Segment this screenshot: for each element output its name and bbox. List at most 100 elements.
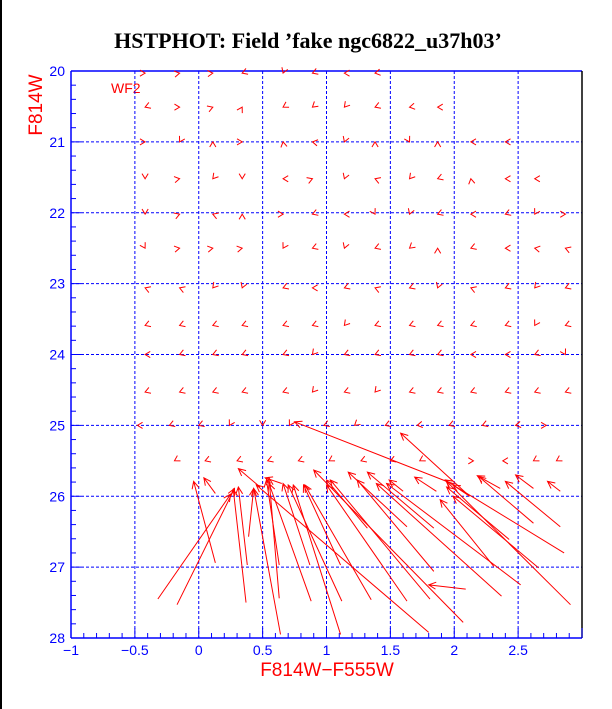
axes: −1 −0.5 0 0.5 1 1.5 2 2.5 20 21 22 23 24 25 26 27 28 — [49, 63, 583, 658]
vector-marker — [559, 210, 567, 218]
vector-marker — [144, 320, 152, 328]
vector-marker — [504, 175, 511, 183]
vector-marker — [236, 245, 244, 253]
vector-marker — [408, 282, 416, 290]
vector-marker — [434, 140, 442, 148]
vector-marker — [564, 282, 572, 290]
vector-marker — [241, 68, 249, 75]
vector-marker — [534, 319, 541, 327]
vector-marker — [178, 135, 186, 143]
vector-marker — [311, 243, 319, 250]
vector-marker — [236, 106, 243, 114]
vector-marker — [282, 387, 290, 394]
vector-marker — [343, 101, 351, 108]
vector-marker — [241, 320, 249, 328]
vector-arrow — [444, 479, 470, 497]
vector-marker — [280, 140, 288, 148]
vector-marker — [178, 320, 186, 328]
vector-marker — [204, 455, 212, 463]
vector-marker — [408, 320, 416, 328]
vector-marker — [174, 103, 181, 111]
vector-marker — [436, 173, 444, 181]
vector-arrow — [546, 480, 561, 492]
vector-marker — [144, 102, 152, 109]
vector-marker — [288, 419, 295, 427]
vector-marker — [211, 320, 219, 328]
vector-arrow — [293, 420, 447, 482]
vector-marker — [436, 281, 443, 289]
vector-marker — [311, 209, 319, 216]
vector-marker — [173, 70, 181, 78]
vector-marker — [514, 421, 522, 428]
vector-marker — [404, 135, 411, 143]
vector-marker — [408, 387, 416, 394]
vector-marker — [306, 177, 314, 184]
vector-marker — [297, 455, 305, 463]
vector-marker — [374, 177, 382, 184]
chip-annotation: WF2 — [111, 80, 141, 96]
vector-arrow — [329, 479, 431, 600]
vector-marker — [374, 349, 382, 357]
vector-marker — [141, 208, 149, 216]
vector-marker — [228, 419, 235, 427]
vector-marker — [311, 348, 319, 356]
vector-marker — [136, 421, 143, 429]
vector-marker — [481, 420, 489, 428]
vector-marker — [343, 319, 351, 327]
vector-marker — [504, 282, 512, 290]
vector-marker — [469, 387, 477, 394]
vector-marker — [533, 387, 541, 394]
vector-arrow — [439, 498, 495, 567]
vector-marker — [173, 212, 181, 220]
vector-marker — [236, 455, 244, 463]
vector-marker — [139, 138, 147, 146]
vector-marker — [282, 349, 290, 357]
vector-marker — [168, 420, 176, 428]
vector-marker — [343, 387, 351, 394]
vector-marker — [436, 387, 444, 394]
vector-arrow — [203, 476, 216, 494]
vector-marker — [211, 349, 219, 357]
vector-marker — [408, 349, 416, 357]
vector-marker — [144, 350, 151, 359]
vector-marker — [240, 281, 248, 289]
vector-marker — [311, 320, 319, 328]
vector-marker — [282, 242, 289, 250]
y-tick-label: 25 — [49, 417, 65, 433]
vector-marker — [209, 140, 217, 148]
vector-marker — [282, 320, 290, 328]
vector-marker — [323, 420, 330, 428]
vector-arrow — [157, 493, 232, 600]
vector-marker — [144, 286, 152, 293]
y-axis-label: F814W — [26, 74, 47, 135]
vector-marker — [564, 320, 572, 328]
vector-marker — [468, 177, 476, 185]
vector-marker — [343, 349, 351, 357]
vector-marker — [564, 387, 572, 394]
vector-marker — [469, 243, 477, 250]
vector-arrow — [191, 480, 216, 564]
vector-marker — [501, 457, 509, 465]
vector-marker — [139, 69, 147, 77]
vector-marker — [144, 387, 152, 394]
vector-arrow — [281, 482, 311, 566]
y-tick-label: 28 — [49, 630, 65, 646]
vector-marker — [277, 210, 285, 218]
vector-marker — [236, 138, 244, 146]
vector-arrow — [427, 581, 466, 590]
vector-marker — [374, 68, 381, 76]
vectors — [136, 67, 572, 635]
vector-marker — [266, 455, 274, 463]
vector-marker — [139, 242, 146, 250]
vector-marker — [468, 457, 475, 465]
y-tick-label: 20 — [49, 63, 65, 79]
vector-marker — [533, 175, 541, 183]
vector-marker — [374, 102, 382, 109]
vector-arrow — [176, 487, 236, 605]
y-tick-label: 27 — [49, 559, 65, 575]
vector-marker — [343, 69, 350, 77]
vector-marker — [559, 348, 566, 356]
vector-marker — [212, 172, 219, 180]
vector-marker — [211, 212, 219, 220]
